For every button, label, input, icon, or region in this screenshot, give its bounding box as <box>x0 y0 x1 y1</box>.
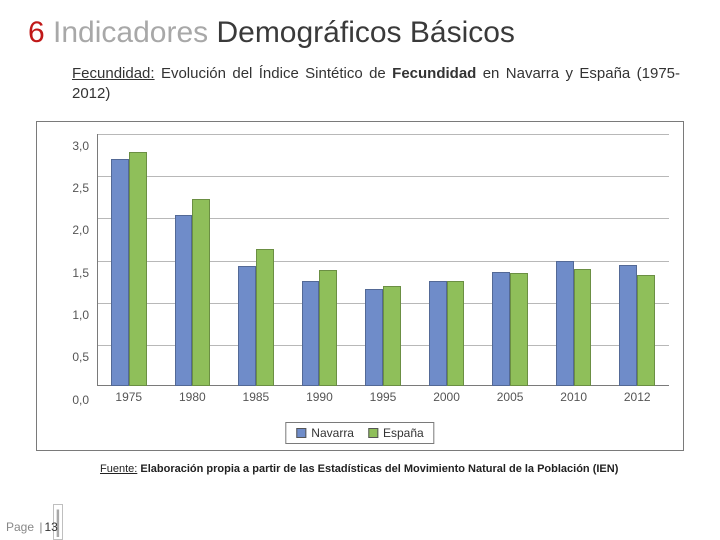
legend-item-espana: España <box>368 426 424 440</box>
bar <box>129 152 147 386</box>
bars-layer <box>97 134 669 386</box>
title-grey: Indicadores <box>53 16 216 49</box>
page-footer: Page |13 <box>6 520 58 534</box>
slide-title: 6 | Indicadores Demográficos Básicos <box>0 0 720 54</box>
source-lead: Fuente: <box>100 463 137 475</box>
x-tick-label: 1975 <box>115 390 142 404</box>
chart-subtitle: Fecundidad: Evolución del Índice Sintéti… <box>0 54 720 109</box>
x-tick-label: 2005 <box>497 390 524 404</box>
bar <box>556 261 574 385</box>
legend-label-navarra: Navarra <box>311 426 354 440</box>
bar <box>111 159 129 386</box>
y-tick-label: 1,5 <box>72 266 89 280</box>
legend-item-navarra: Navarra <box>296 426 354 440</box>
x-tick-label: 1980 <box>179 390 206 404</box>
bar <box>492 272 510 385</box>
footer-page-number: 13 <box>45 520 58 534</box>
legend-swatch-navarra <box>296 428 306 438</box>
source-text: Elaboración propia a partir de las Estad… <box>137 463 618 475</box>
x-tick-label: 1985 <box>243 390 270 404</box>
x-tick-label: 1995 <box>370 390 397 404</box>
bar <box>574 269 592 386</box>
y-tick-label: 0,0 <box>72 393 89 407</box>
bar <box>319 270 337 385</box>
legend-label-espana: España <box>383 426 424 440</box>
y-tick-label: 1,0 <box>72 308 89 322</box>
bar <box>383 286 401 385</box>
bar <box>302 281 320 386</box>
bar <box>429 281 447 385</box>
footer-page-word: Page <box>6 520 34 534</box>
y-tick-label: 0,5 <box>72 350 89 364</box>
title-dark: Demográficos Básicos <box>216 16 514 49</box>
legend: Navarra España <box>285 422 434 444</box>
bar <box>637 275 655 386</box>
bar <box>256 249 274 385</box>
subtitle-lead: Fecundidad: <box>72 65 155 82</box>
bar <box>175 215 193 386</box>
bar <box>365 289 383 386</box>
title-number: 6 <box>28 16 45 49</box>
bar <box>619 265 637 385</box>
bar <box>238 266 256 385</box>
x-tick-label: 1990 <box>306 390 333 404</box>
legend-swatch-espana <box>368 428 378 438</box>
y-tick-label: 2,0 <box>72 223 89 237</box>
x-tick-label: 2012 <box>624 390 651 404</box>
x-tick-label: 2000 <box>433 390 460 404</box>
bar <box>192 199 210 385</box>
subtitle-bold: Fecundidad <box>392 65 476 82</box>
y-tick-label: 3,0 <box>72 139 89 153</box>
bar <box>447 281 465 385</box>
x-tick-label: 2010 <box>560 390 587 404</box>
x-axis-labels: 1975 1980 1985 1990 1995 2000 2005 2010 2012 <box>97 388 669 406</box>
bar <box>510 273 528 386</box>
y-axis: 0,00,51,01,52,02,53,0 <box>37 134 97 386</box>
footer-separator: | <box>37 520 44 534</box>
source-line: Fuente: Elaboración propia a partir de l… <box>0 451 720 475</box>
y-tick-label: 2,5 <box>72 181 89 195</box>
plot-area <box>97 134 669 386</box>
chart-container: 0,00,51,01,52,02,53,0 197519801985199019… <box>36 121 684 451</box>
subtitle-pre: Evolución del Índice Sintético de <box>155 65 393 82</box>
